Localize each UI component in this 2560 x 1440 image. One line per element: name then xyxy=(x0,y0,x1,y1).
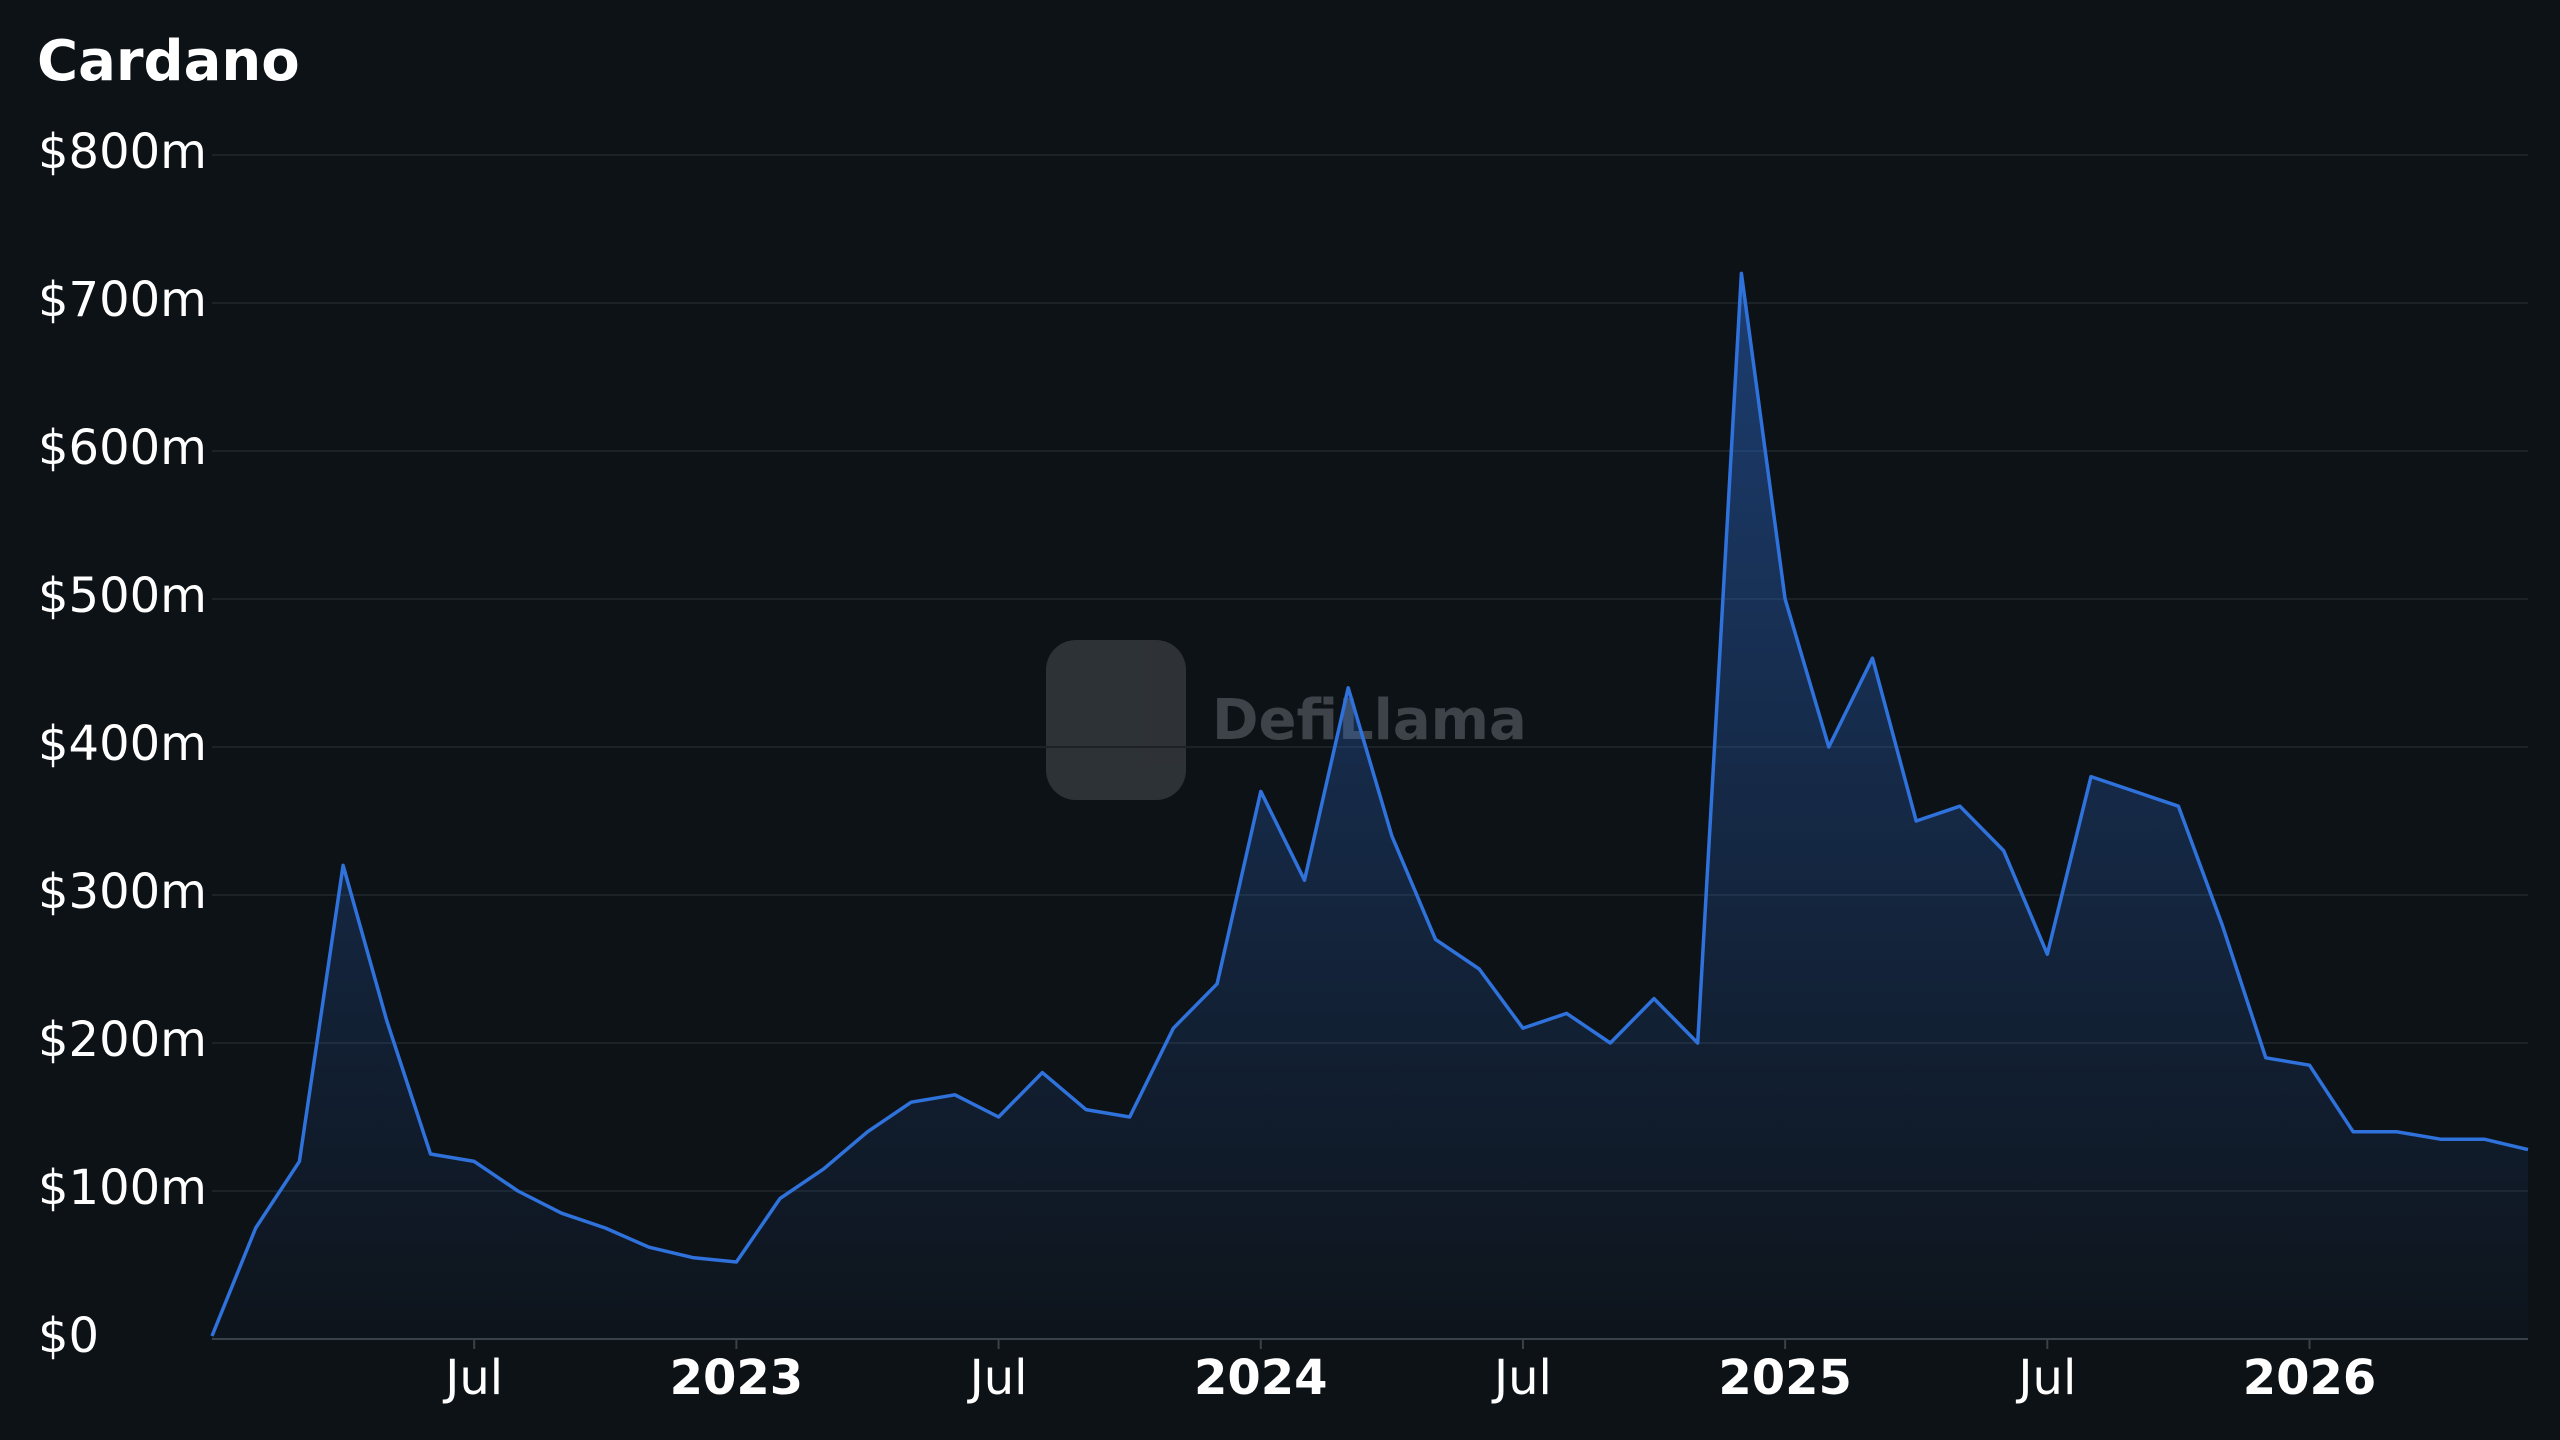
watermark-text: DefiLlama xyxy=(1212,688,1527,753)
x-tick-label: 2025 xyxy=(1718,1350,1852,1406)
x-tick-label: 2023 xyxy=(670,1350,804,1406)
x-tick-label: Jul xyxy=(442,1350,503,1406)
area xyxy=(212,273,2528,1339)
x-tick-label: Jul xyxy=(1491,1350,1552,1406)
x-tick-label: Jul xyxy=(967,1350,1028,1406)
watermark-logo xyxy=(1046,640,1186,800)
x-tick-label: 2024 xyxy=(1194,1350,1328,1406)
y-tick-label: $0 xyxy=(38,1308,99,1364)
watermark: DefiLlama xyxy=(1046,640,1527,800)
y-tick-label: $600m xyxy=(38,420,207,476)
line xyxy=(210,271,2529,1337)
y-tick-label: $800m xyxy=(38,124,207,180)
x-tick-label: 2026 xyxy=(2243,1350,2377,1406)
y-tick-label: $500m xyxy=(38,568,207,624)
y-tick-label: $400m xyxy=(38,716,207,772)
y-tick-label: $300m xyxy=(38,864,207,920)
y-tick-label: $100m xyxy=(38,1160,207,1216)
chart-title: Cardano xyxy=(37,29,300,94)
y-tick-label: $200m xyxy=(38,1012,207,1068)
x-tick-label: Jul xyxy=(2015,1350,2076,1406)
y-tick-label: $700m xyxy=(38,272,207,328)
